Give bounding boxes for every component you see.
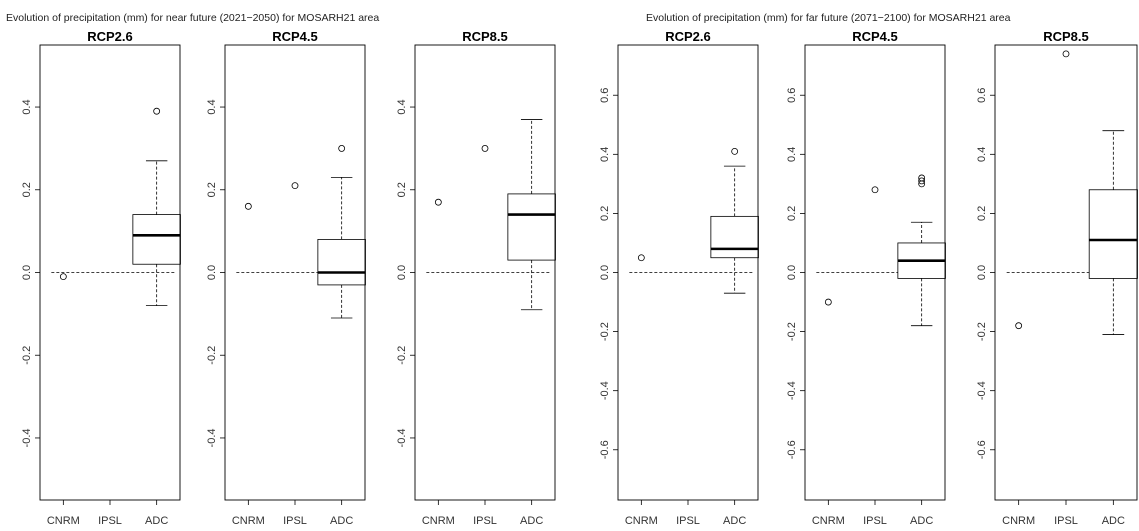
x-tick-label: ADC xyxy=(1102,515,1125,527)
y-tick-label: -0.4 xyxy=(21,428,33,447)
point-ipsl xyxy=(1062,50,1070,58)
point-cnrm xyxy=(59,273,67,281)
panel-2: RCP4.5 -0.4 -0.2 0.0 0.2 0.4 CNRM IPSL ADC xyxy=(206,29,366,527)
x-tick-label: IPSL xyxy=(283,515,307,527)
panel-4: RCP2.6 -0.6 -0.4 -0.2 0.0 0.2 0.4 0.6 CNRM IPSL AD… xyxy=(599,29,759,527)
x-tick-label: CNRM xyxy=(625,515,658,527)
outlier-point xyxy=(338,145,346,152)
y-tick-label: -0.6 xyxy=(599,440,611,459)
y-tick-label: 0.6 xyxy=(976,88,988,103)
x-tick-label: ADC xyxy=(520,515,543,527)
x-tick-label: CNRM xyxy=(422,515,455,527)
point-cnrm xyxy=(434,198,442,206)
y-tick-label: -0.2 xyxy=(786,322,798,341)
y-tick-label: 0.4 xyxy=(21,99,33,114)
point-ipsl xyxy=(871,186,879,194)
x-tick-label: ADC xyxy=(330,515,353,527)
panel-1: RCP2.6 -0.4 -0.2 0.0 0.2 0.4 CNRM IPSL ADC xyxy=(21,29,181,527)
y-tick-label: 0.0 xyxy=(396,265,408,280)
x-tick-label: IPSL xyxy=(863,515,887,527)
box-iqr xyxy=(710,215,759,259)
plot-frame xyxy=(804,44,946,501)
y-tick-label: 0.4 xyxy=(206,99,218,114)
y-tick-label: -0.2 xyxy=(21,346,33,365)
panel-title: RCP4.5 xyxy=(852,29,898,44)
x-tick-label: IPSL xyxy=(1054,515,1078,527)
plot-frame xyxy=(617,44,759,501)
x-tick-label: IPSL xyxy=(98,515,122,527)
y-tick-label: 0.2 xyxy=(599,206,611,221)
y-tick-label: 0.2 xyxy=(206,182,218,197)
point-ipsl xyxy=(481,145,489,152)
x-tick-label: ADC xyxy=(145,515,168,527)
x-tick-label: ADC xyxy=(723,515,746,527)
y-tick-label: 0.0 xyxy=(21,265,33,280)
x-tick-label: CNRM xyxy=(232,515,265,527)
y-tick-label: 0.4 xyxy=(599,147,611,162)
y-tick-label: -0.4 xyxy=(396,428,408,447)
y-tick-label: -0.2 xyxy=(599,322,611,341)
y-tick-label: 0.2 xyxy=(976,206,988,221)
y-tick-label: -0.4 xyxy=(786,381,798,400)
box-iqr xyxy=(317,239,366,286)
y-tick-label: 0.2 xyxy=(396,182,408,197)
x-tick-label: ADC xyxy=(910,515,933,527)
y-tick-label: -0.2 xyxy=(976,322,988,341)
panel-6: RCP8.5 -0.6 -0.4 -0.2 0.0 0.2 0.4 0.6 CNRM IPSL AD… xyxy=(976,29,1138,527)
y-tick-label: -0.4 xyxy=(599,381,611,400)
outlier-point xyxy=(153,107,161,115)
y-tick-label: 0.2 xyxy=(21,182,33,197)
y-tick-label: 0.6 xyxy=(786,88,798,103)
y-tick-label: -0.2 xyxy=(396,346,408,365)
y-tick-label: -0.6 xyxy=(976,440,988,459)
panel-title: RCP4.5 xyxy=(272,29,318,44)
plot-frame xyxy=(994,44,1138,501)
y-tick-label: -0.4 xyxy=(206,428,218,447)
panel-3: RCP8.5 -0.4 -0.2 0.0 0.2 0.4 CNRM IPSL ADC xyxy=(396,29,556,527)
panel-title: RCP2.6 xyxy=(665,29,711,44)
y-tick-label: 0.4 xyxy=(786,147,798,162)
x-tick-label: CNRM xyxy=(1002,515,1035,527)
y-tick-label: -0.2 xyxy=(206,346,218,365)
point-cnrm xyxy=(824,298,832,306)
y-tick-label: 0.0 xyxy=(206,265,218,280)
outlier-point xyxy=(918,174,926,182)
panel-title: RCP2.6 xyxy=(87,29,133,44)
outlier-point xyxy=(918,177,926,185)
y-tick-label: 0.0 xyxy=(786,265,798,280)
y-tick-label: 0.2 xyxy=(786,206,798,221)
panel-5: RCP4.5 -0.6 -0.4 -0.2 0.0 0.2 0.4 0.6 CNRM IPSL AD… xyxy=(786,29,946,527)
x-tick-label: IPSL xyxy=(676,515,700,527)
figure-title-near-future: Evolution of precipitation (mm) for near… xyxy=(6,12,379,24)
y-tick-label: -0.4 xyxy=(976,381,988,400)
point-cnrm xyxy=(637,254,645,262)
figure-title-far-future: Evolution of precipitation (mm) for far … xyxy=(646,12,1011,24)
x-tick-label: CNRM xyxy=(812,515,845,527)
x-tick-label: CNRM xyxy=(47,515,80,527)
y-tick-label: 0.0 xyxy=(599,265,611,280)
point-cnrm xyxy=(1015,322,1023,330)
box-iqr xyxy=(1088,189,1138,279)
panel-title: RCP8.5 xyxy=(1043,29,1089,44)
y-tick-label: 0.4 xyxy=(976,147,988,162)
y-tick-label: 0.4 xyxy=(396,99,408,114)
panel-title: RCP8.5 xyxy=(462,29,508,44)
point-cnrm xyxy=(244,202,252,210)
y-tick-label: -0.6 xyxy=(786,440,798,459)
plot-frame xyxy=(224,44,366,501)
x-tick-label: IPSL xyxy=(473,515,497,527)
y-tick-label: 0.0 xyxy=(976,265,988,280)
box-iqr xyxy=(132,214,181,265)
box-iqr xyxy=(507,193,556,261)
plot-frame xyxy=(414,44,556,501)
y-tick-label: 0.6 xyxy=(599,88,611,103)
plot-frame xyxy=(39,44,181,501)
outlier-point xyxy=(731,147,739,155)
point-ipsl xyxy=(291,182,299,190)
